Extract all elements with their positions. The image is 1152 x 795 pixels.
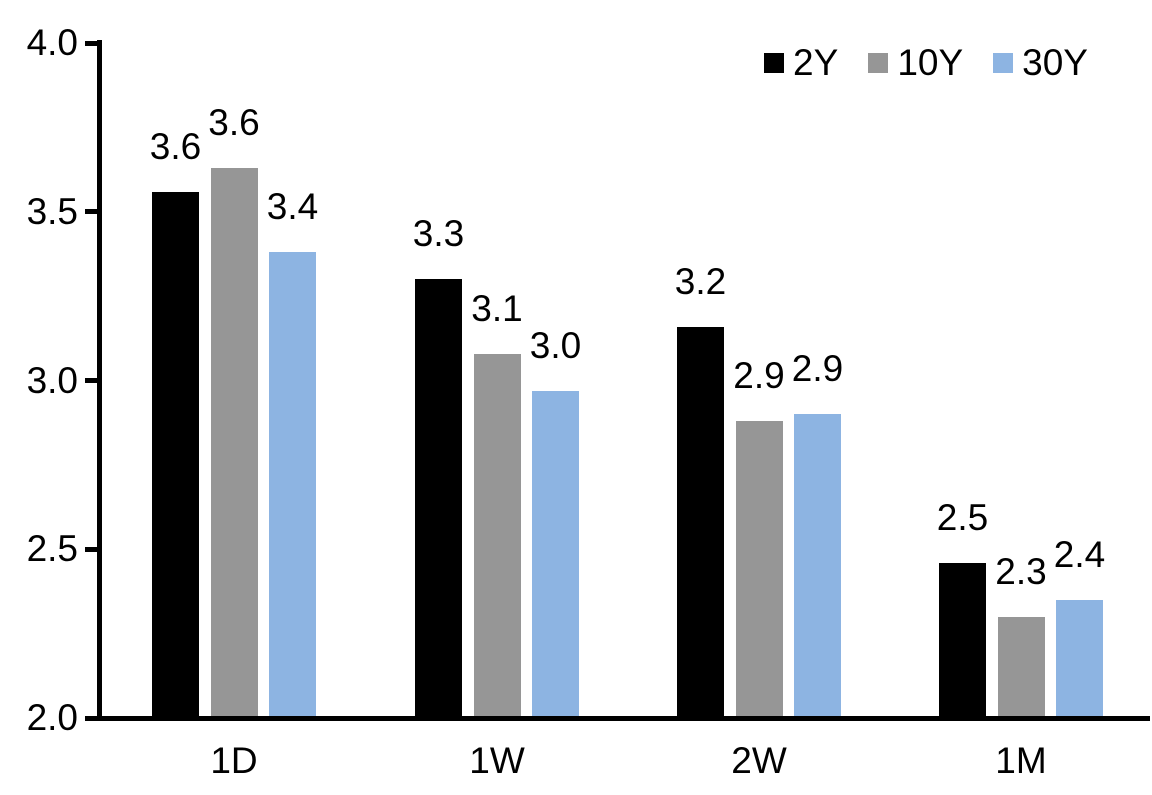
legend-item-2y: 2Y (764, 44, 838, 82)
legend-label: 2Y (793, 42, 839, 83)
bar-30y-1d (269, 252, 316, 716)
legend-label: 30Y (1022, 42, 1088, 83)
y-axis-tick-mark (85, 715, 99, 721)
bar-data-label: 3.6 (149, 125, 202, 167)
x-axis-label-1m: 1M (995, 740, 1047, 781)
y-axis-tick-mark (85, 378, 99, 383)
bar-data-label: 2.9 (791, 348, 844, 390)
bar-data-label: 2.3 (995, 550, 1047, 592)
bar-data-label: 2.9 (733, 355, 785, 396)
legend: 2Y 10Y 30Y (764, 44, 1088, 82)
bar-data-label: 3.1 (471, 287, 523, 329)
legend-swatch-30y (993, 53, 1014, 73)
y-axis-tick-label: 3.0 (26, 359, 78, 401)
x-axis-label-1w: 1W (469, 740, 525, 781)
bar-2y-1m (939, 562, 986, 716)
bar-10y-2w (735, 421, 783, 716)
bar-10y-1d (210, 167, 258, 716)
legend-label: 10Y (897, 42, 964, 83)
x-axis-label-2w: 2W (731, 740, 787, 781)
x-axis-line (97, 716, 1150, 721)
bar-data-label: 3.6 (208, 101, 260, 143)
y-axis-tick-label: 4.0 (26, 22, 78, 63)
bar-10y-1m (997, 616, 1045, 716)
legend-swatch-2y (764, 53, 785, 73)
bar-2y-2w (677, 326, 724, 716)
bar-2y-1d (152, 191, 199, 716)
bar-data-label: 3.4 (266, 186, 319, 228)
bar-data-label: 3.3 (412, 213, 465, 255)
bar-data-label: 2.5 (936, 496, 989, 538)
y-axis-tick-mark (85, 40, 99, 46)
y-axis-tick-label: 3.5 (26, 190, 78, 232)
bar-10y-1w (473, 353, 521, 716)
bar-2y-1w (415, 279, 462, 716)
bar-data-label: 3.0 (529, 324, 582, 366)
legend-swatch-10y (868, 53, 889, 73)
bar-data-label: 2.4 (1053, 533, 1106, 575)
bar-30y-2w (794, 414, 841, 716)
y-axis-line (97, 40, 102, 721)
legend-item-30y: 30Y (993, 44, 1088, 82)
y-axis-tick-label: 2.0 (26, 697, 78, 738)
bar-30y-1w (532, 390, 579, 716)
y-axis-tick-label: 2.5 (26, 528, 78, 570)
y-axis-tick-mark (85, 209, 99, 215)
x-axis-label-1d: 1D (210, 740, 258, 781)
y-axis-tick-mark (85, 546, 99, 552)
bar-data-label: 3.2 (674, 260, 727, 302)
legend-item-10y: 10Y (868, 44, 963, 82)
bar-30y-1m (1056, 599, 1103, 716)
